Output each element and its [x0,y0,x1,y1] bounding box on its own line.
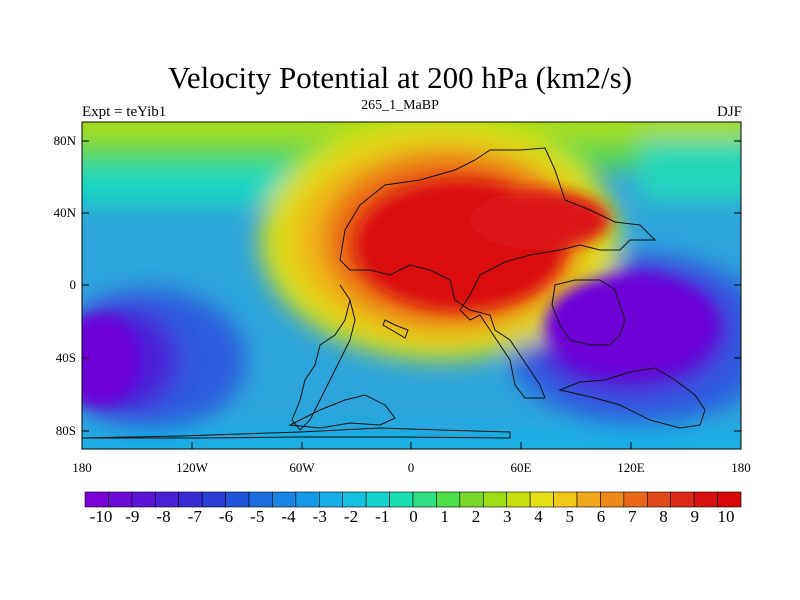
lon-tick-label: 120W [176,460,208,475]
colorbar-swatch [108,491,133,508]
colorbar-swatch [717,491,742,508]
colorbar-tick-label: -3 [312,507,327,526]
colorbar-tick-label: 7 [628,507,637,526]
lat-tick-label: 40S [55,350,76,365]
colorbar-swatch [248,491,273,508]
lat-tick-label: 80S [55,423,76,438]
lon-tick-label: 180 [731,460,751,475]
colorbar-tick-label: -6 [218,507,234,526]
colorbar-tick-label: 9 [690,507,700,526]
colorbar-swatch [670,491,695,508]
colorbar-swatch [178,491,203,508]
colorbar-swatch [436,491,461,508]
colorbar-swatch [201,491,226,508]
colorbar-swatch [623,491,648,508]
colorbar-swatch [482,491,508,508]
colorbar-swatch [84,491,109,508]
axis-ticks [81,140,742,449]
colorbar-swatch [553,491,578,508]
colorbar-swatch [459,491,484,508]
colorbar-tick-label: 0 [409,507,418,526]
lat-tick-label: 0 [69,277,77,292]
colorbar-swatch [295,491,320,508]
colorbar-tick-label: 2 [471,507,481,526]
colorbar-tick-label: -2 [343,507,359,526]
velocity-potential-field [82,122,741,449]
colorbar-swatch [529,491,554,508]
colorbar-tick-label: -8 [156,507,171,526]
colorbar-tick-label: -10 [89,507,113,526]
colorbar-swatch [646,491,672,508]
colorbar-tick-label: -7 [187,507,202,526]
colorbar-swatch [576,491,601,508]
colorbar-swatch [365,491,390,508]
colorbar-tick-label: 8 [659,507,668,526]
lon-tick-label: 0 [407,460,415,475]
colorbar-tick-label: 6 [596,507,606,526]
lat-tick-label: 80N [53,133,76,148]
colorbar-swatch [412,491,437,508]
colorbar-swatch [272,491,297,508]
colorbar-tick-label: 3 [503,507,512,526]
season-label: DJF [716,104,742,120]
experiment-label: Expt = teYib1 [82,104,167,120]
colorbar-swatch [600,491,625,508]
colorbar-tick-label: 10 [717,507,735,526]
colorbar-tick-label: -5 [250,507,265,526]
colorbar-tick-label: 5 [565,507,575,526]
colorbar-tick-label: -9 [125,507,140,526]
colorbar-tick-label: 4 [534,507,543,526]
colorbar-tick-label: 1 [440,507,450,526]
colorbar-tick-label: -4 [281,507,296,526]
colorbar-swatch [342,491,367,508]
colorbar-swatch [693,491,718,508]
lon-tick-label: 60W [289,460,315,475]
colorbar-swatch [506,491,531,508]
colorbar [84,491,742,508]
lon-tick-label: 60E [510,460,532,475]
coastlines [82,147,706,439]
colorbar-tick-label: -1 [375,507,390,526]
chart-title: Velocity Potential at 200 hPa (km2/s) [167,60,633,95]
colorbar-swatch [131,491,156,508]
chart-subtitle: 265_1_MaBP [361,98,439,113]
colorbar-swatch [154,491,180,508]
lat-tick-label: 40N [53,205,76,220]
lon-tick-label: 120E [617,460,645,475]
colorbar-swatch [318,491,344,508]
lon-tick-label: 180 [72,460,92,475]
colorbar-swatch [389,491,414,508]
colorbar-swatch [225,491,250,508]
